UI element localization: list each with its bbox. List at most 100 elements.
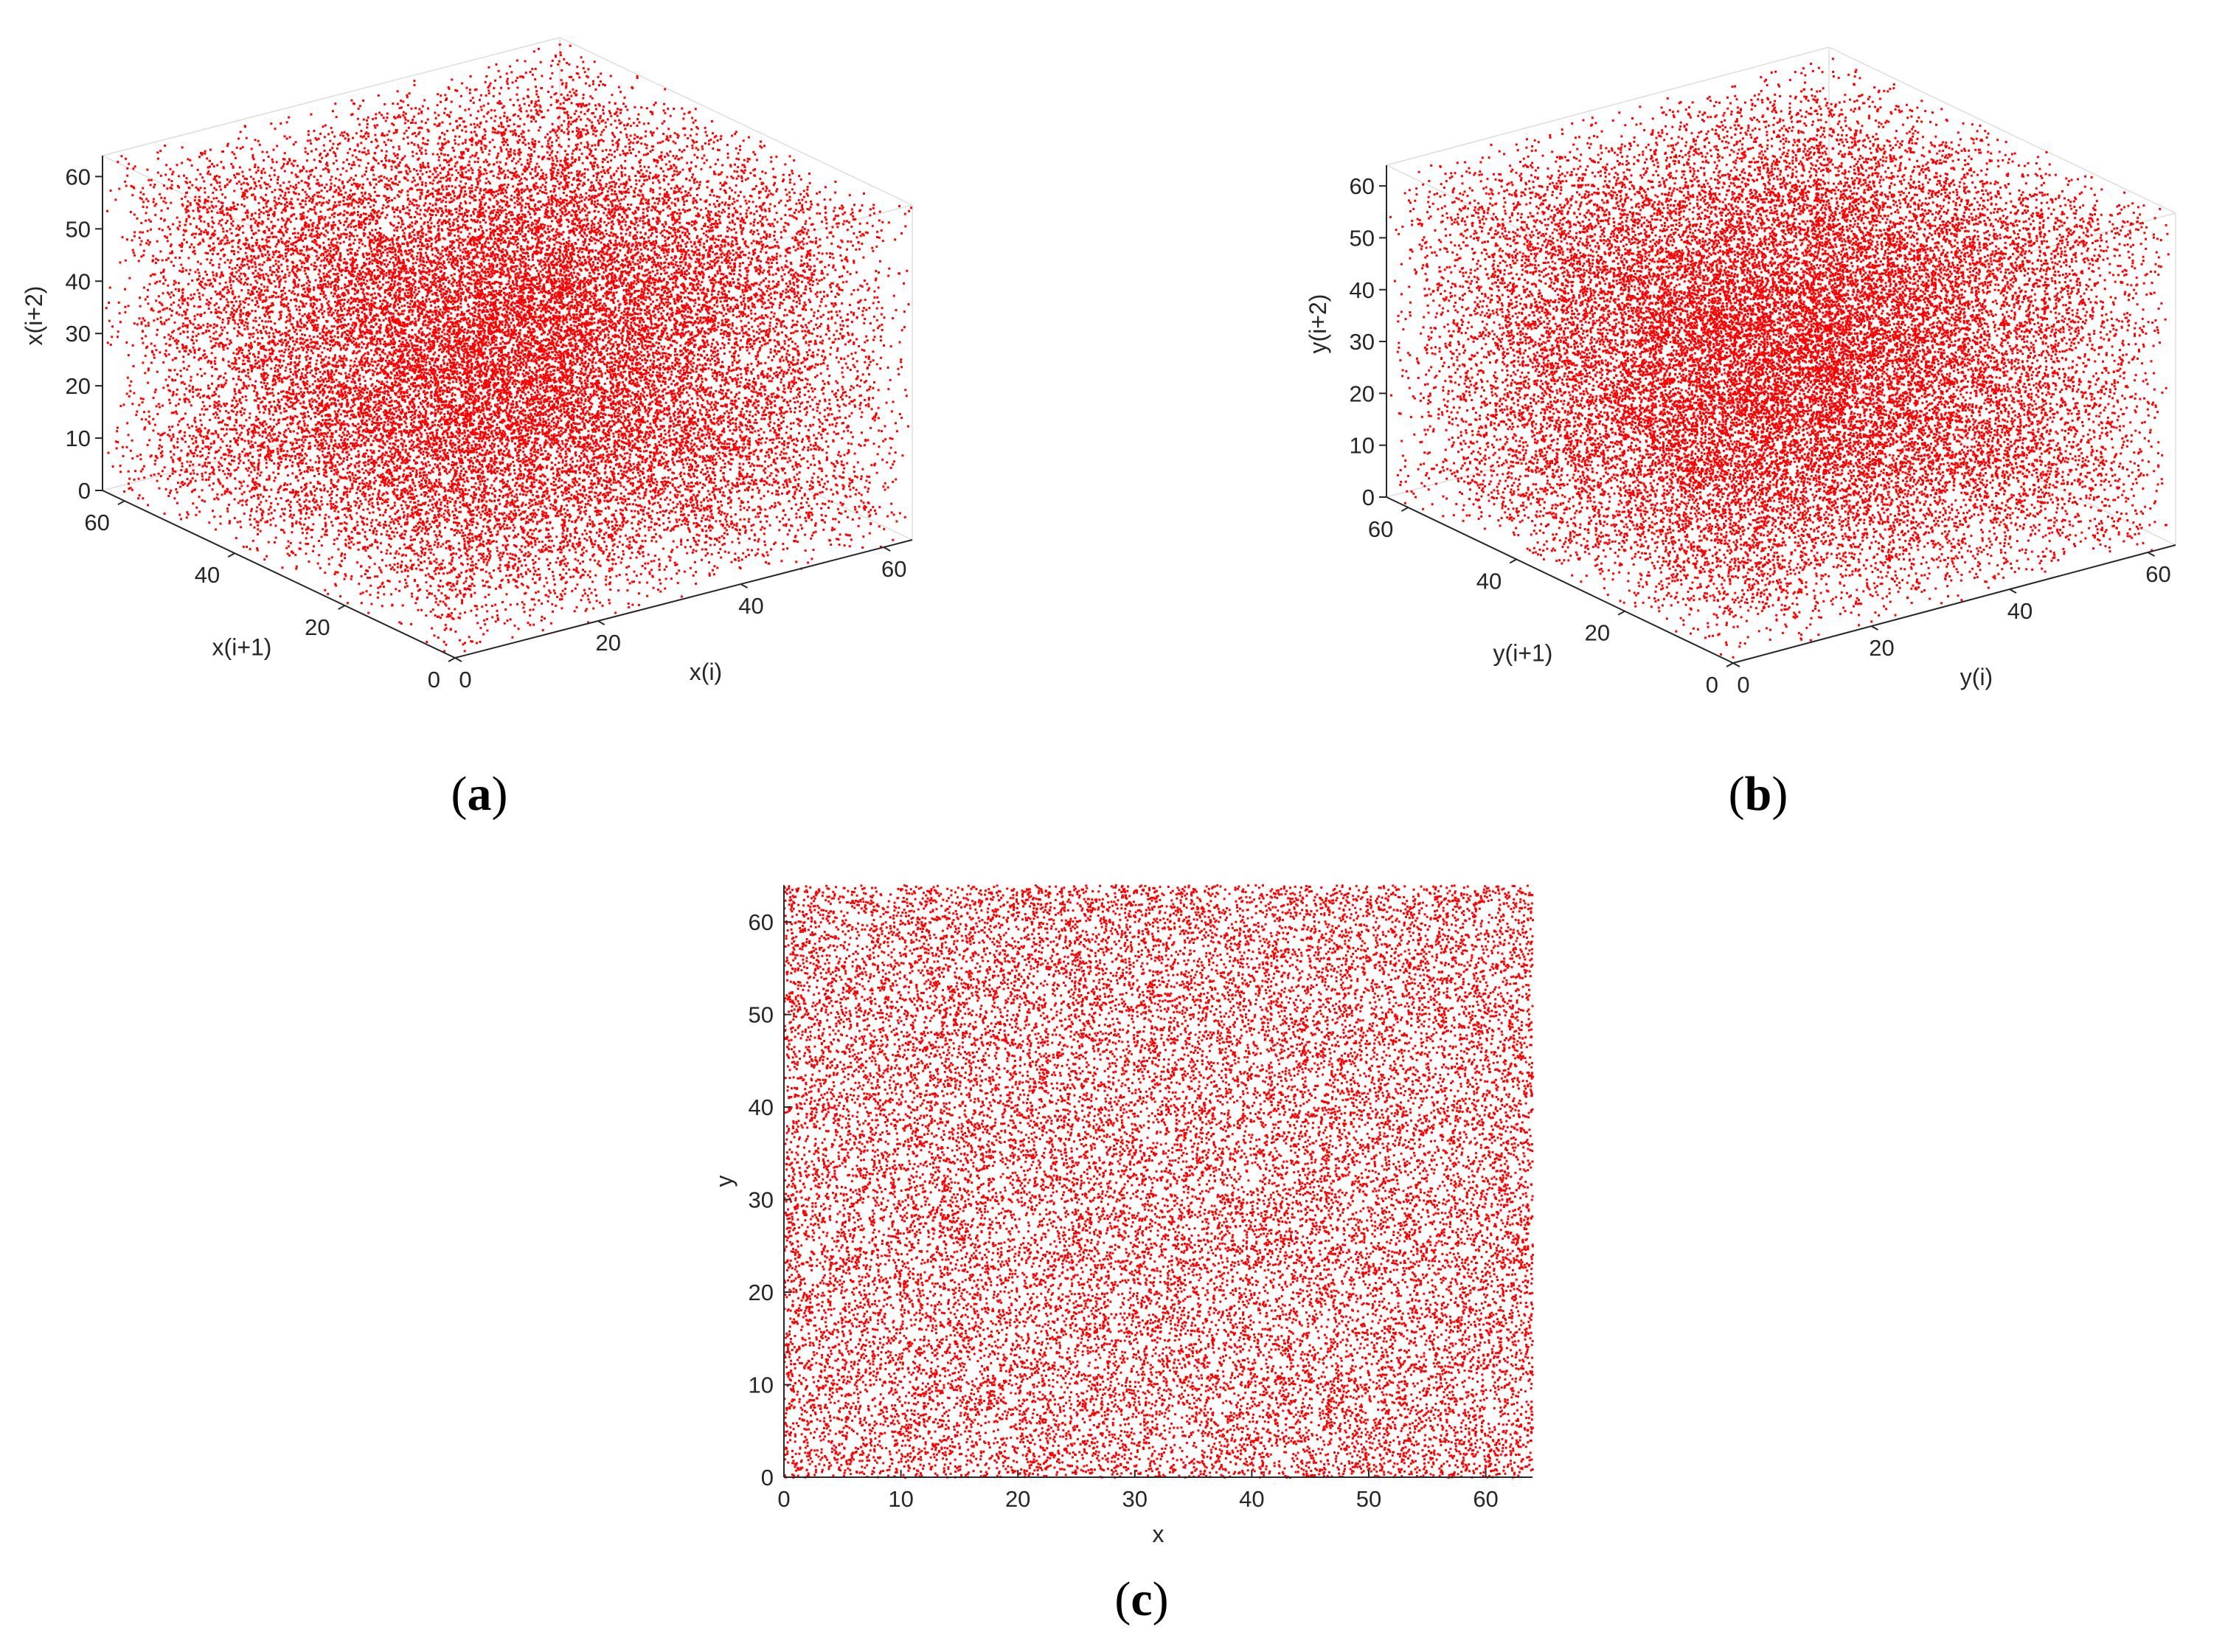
data-point xyxy=(522,447,524,449)
data-point xyxy=(532,578,534,580)
data-point xyxy=(350,541,353,544)
data-point xyxy=(260,448,262,451)
data-point xyxy=(448,164,450,166)
data-point xyxy=(794,401,796,403)
data-point xyxy=(570,95,572,97)
data-point xyxy=(524,468,527,471)
data-point xyxy=(632,261,634,263)
data-point xyxy=(683,149,685,151)
data-point xyxy=(369,181,371,184)
data-point xyxy=(504,454,507,457)
data-point xyxy=(311,240,313,243)
data-point xyxy=(379,267,381,269)
data-point xyxy=(595,362,597,364)
data-point xyxy=(268,349,271,351)
data-point xyxy=(464,534,466,536)
data-point xyxy=(731,135,733,137)
data-point xyxy=(415,568,417,570)
data-point xyxy=(440,617,442,619)
data-point xyxy=(558,480,560,482)
data-point xyxy=(277,178,279,181)
data-point xyxy=(685,246,687,248)
data-point xyxy=(228,320,230,322)
data-point xyxy=(581,355,583,357)
data-point xyxy=(344,539,347,541)
data-point xyxy=(374,563,376,565)
data-point xyxy=(412,181,414,183)
data-point xyxy=(513,173,515,175)
data-point xyxy=(533,499,535,501)
data-point xyxy=(600,416,602,418)
data-point xyxy=(343,241,345,243)
data-point xyxy=(371,502,373,504)
data-point xyxy=(471,187,473,190)
data-point xyxy=(707,226,709,228)
data-point xyxy=(234,425,236,427)
data-point xyxy=(361,151,364,153)
data-point xyxy=(668,161,670,163)
scatter-3d-panel-a: 020406002040600102030405060 x(i) x(i+1) … xyxy=(21,38,912,693)
data-point xyxy=(600,477,602,479)
data-point xyxy=(404,586,406,589)
data-point xyxy=(861,349,864,351)
data-point xyxy=(895,451,897,454)
data-point xyxy=(416,153,418,155)
data-point xyxy=(544,406,546,409)
data-point xyxy=(836,356,838,358)
data-point xyxy=(413,246,415,248)
data-point xyxy=(625,437,627,440)
data-point xyxy=(358,242,361,244)
data-point xyxy=(476,276,478,278)
data-point xyxy=(569,45,572,47)
data-point xyxy=(324,514,327,516)
data-point xyxy=(519,263,521,265)
data-point xyxy=(322,342,324,344)
data-point xyxy=(808,440,810,442)
data-point xyxy=(592,189,594,191)
data-point xyxy=(839,276,841,278)
data-point xyxy=(770,369,772,372)
data-point xyxy=(620,282,622,284)
data-point xyxy=(381,605,383,607)
data-point xyxy=(349,248,351,250)
data-point xyxy=(269,266,271,268)
data-point xyxy=(348,433,350,435)
data-point xyxy=(238,454,240,456)
data-point xyxy=(126,446,128,448)
data-point xyxy=(422,540,424,542)
data-point xyxy=(884,489,886,491)
data-point xyxy=(215,529,217,531)
data-point xyxy=(203,405,205,407)
data-point xyxy=(544,267,546,269)
data-point xyxy=(229,262,232,264)
data-point xyxy=(268,513,270,516)
data-point xyxy=(402,205,404,207)
data-point xyxy=(889,379,892,381)
data-point xyxy=(577,493,579,495)
data-point xyxy=(753,454,755,456)
data-point xyxy=(741,558,743,560)
data-point xyxy=(637,299,639,302)
data-point xyxy=(591,227,593,229)
data-point xyxy=(620,470,622,472)
data-point xyxy=(366,482,368,485)
data-point xyxy=(775,156,777,158)
data-point xyxy=(361,176,364,178)
data-point xyxy=(340,530,342,532)
data-point xyxy=(176,502,178,504)
data-point xyxy=(610,123,612,125)
data-point xyxy=(690,134,692,136)
data-point xyxy=(769,322,771,324)
data-point xyxy=(693,181,695,184)
data-point xyxy=(810,464,812,466)
data-point xyxy=(515,406,517,409)
data-point xyxy=(513,167,516,170)
data-point xyxy=(598,473,600,475)
data-point xyxy=(371,260,373,262)
data-point xyxy=(221,239,223,241)
data-point xyxy=(405,339,407,341)
data-point xyxy=(887,487,889,489)
data-point xyxy=(417,113,420,115)
data-point xyxy=(780,422,782,424)
data-point xyxy=(119,321,122,323)
